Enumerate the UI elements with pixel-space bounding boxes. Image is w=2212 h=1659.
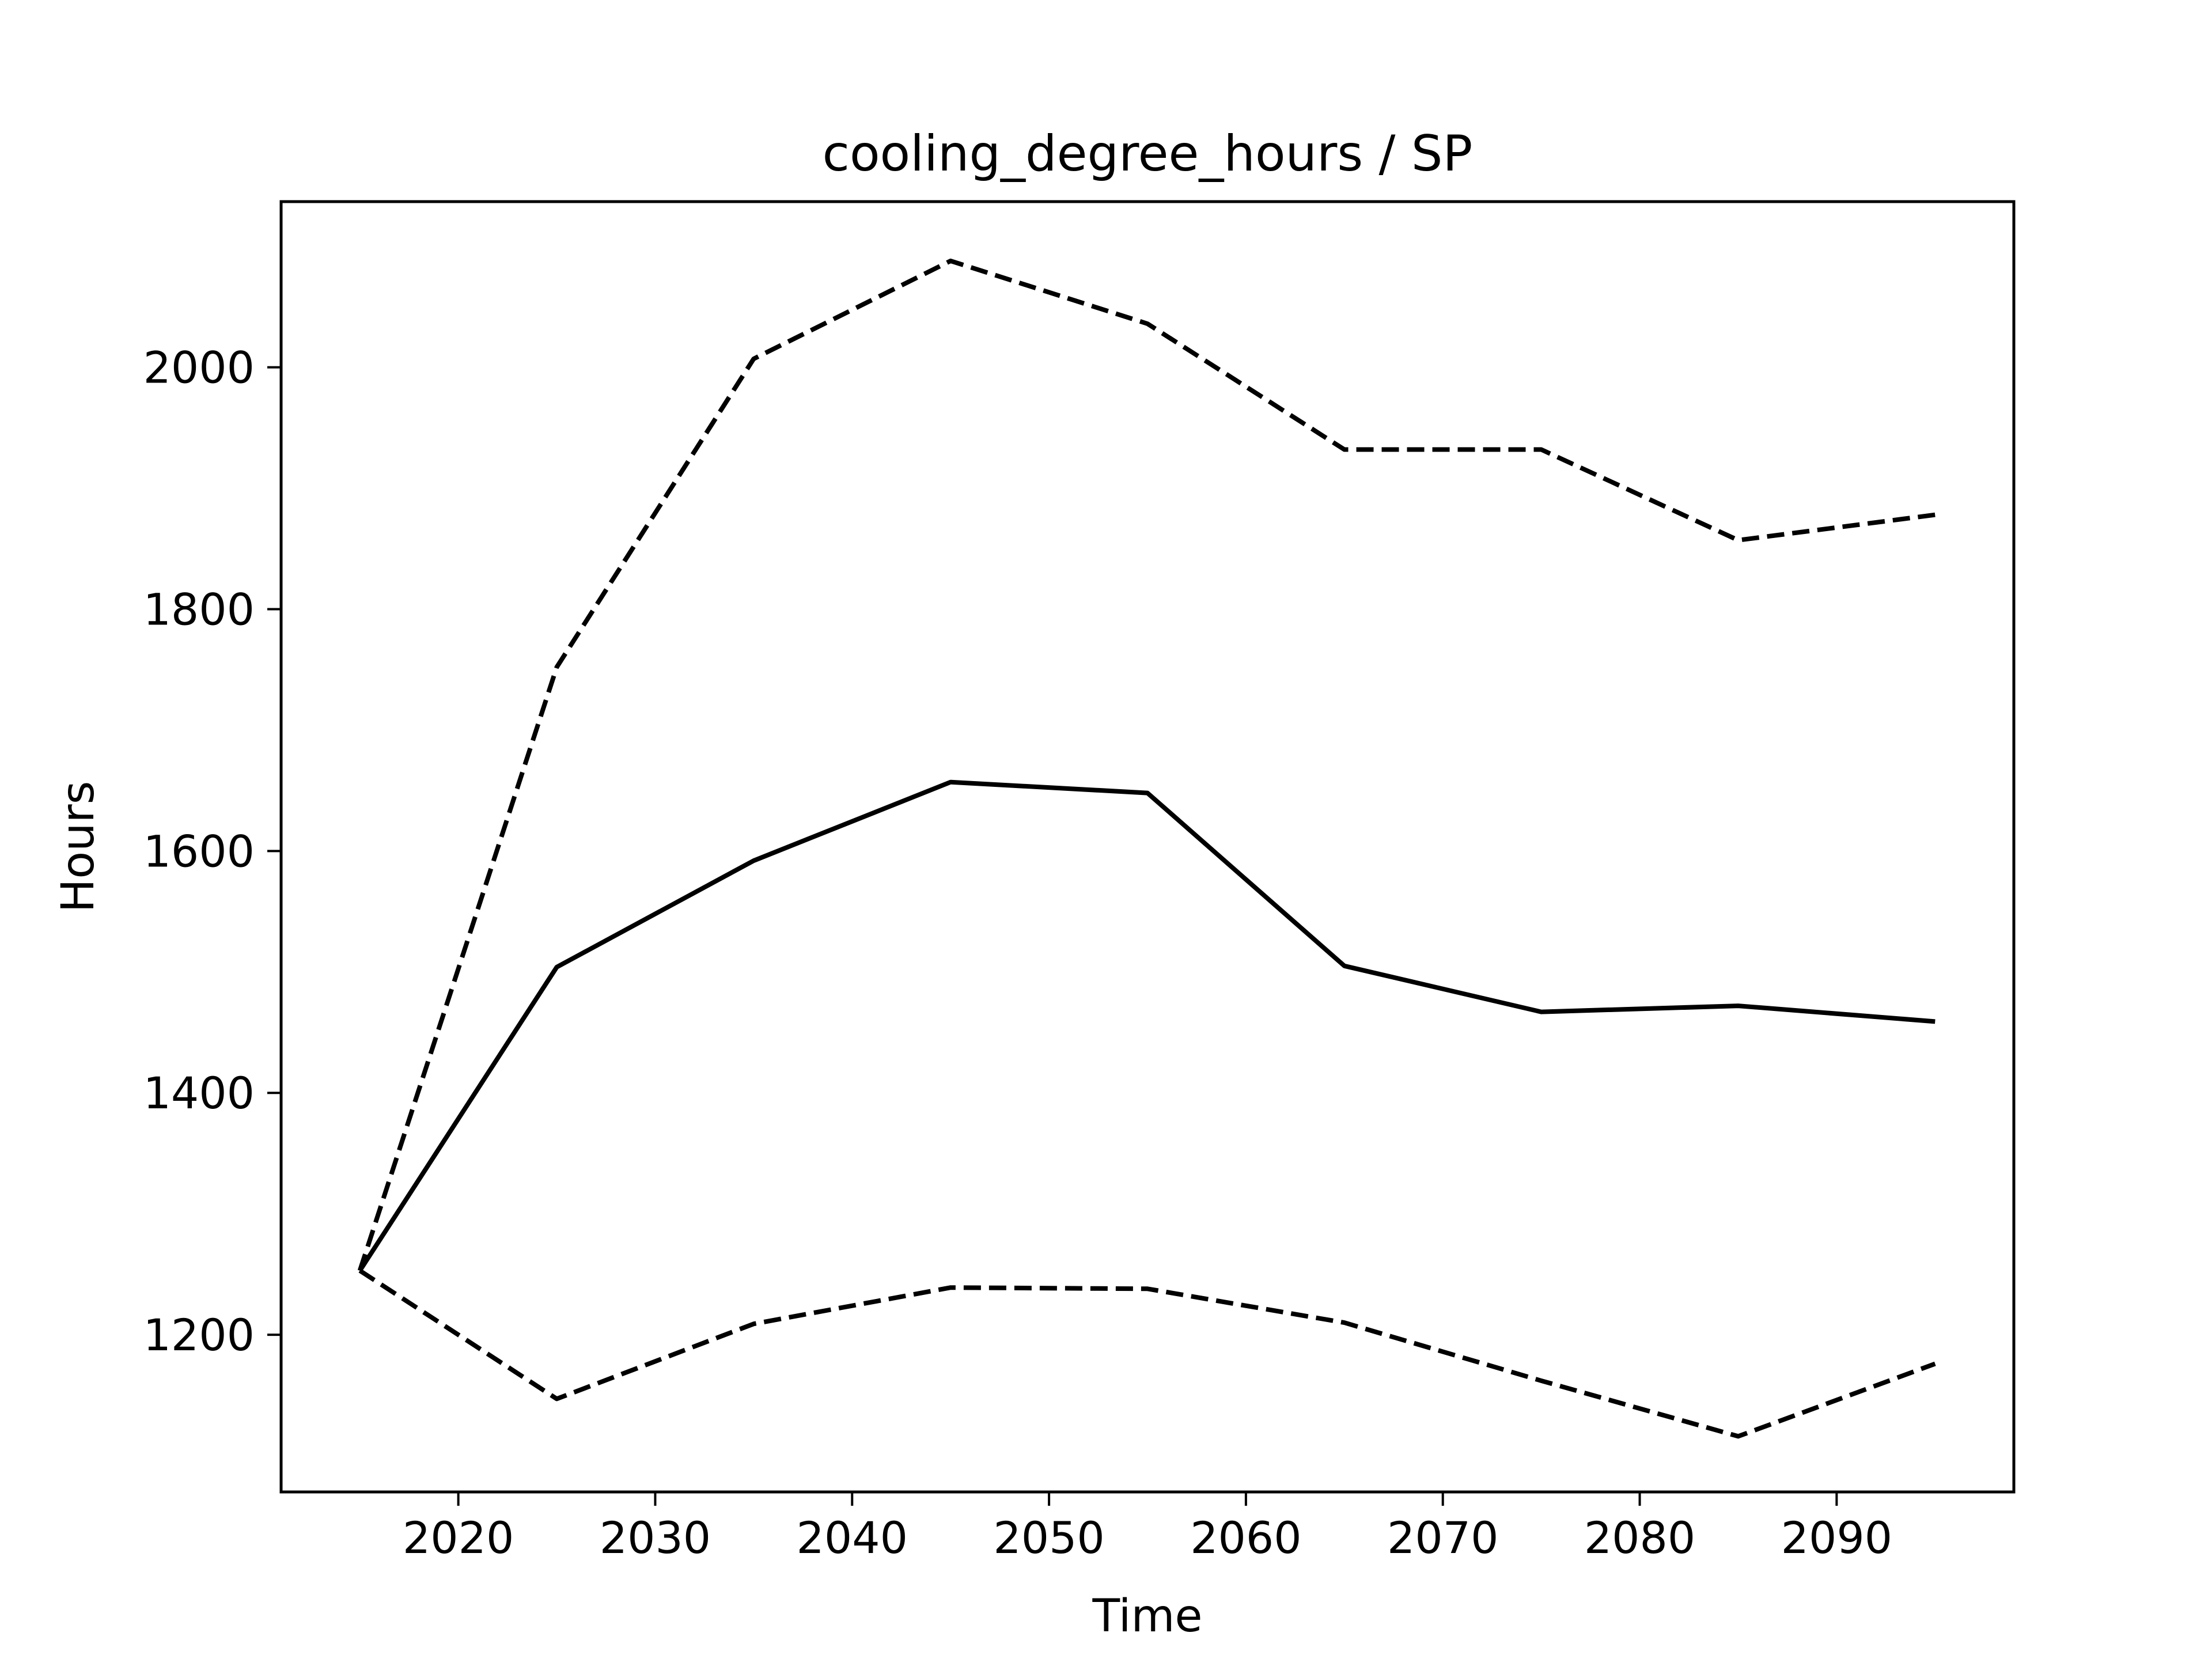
x-tick-label: 2070 (1387, 1512, 1498, 1563)
x-axis-ticks: 2020 2030 2040 2050 2060 2070 2080 2090 (403, 1492, 1892, 1563)
x-tick-label: 2080 (1584, 1512, 1695, 1563)
y-tick-label: 1400 (143, 1067, 255, 1119)
y-tick-label: 1200 (143, 1309, 255, 1361)
y-tick-label: 1600 (143, 825, 255, 877)
chart-title: cooling_degree_hours / SP (823, 125, 1473, 183)
x-tick-label: 2020 (403, 1512, 514, 1563)
x-tick-label: 2050 (993, 1512, 1104, 1563)
series-line-2-solid (358, 779, 1936, 1272)
y-axis-ticks: 1200 1400 1600 1800 2000 (143, 342, 281, 1361)
y-tick-label: 2000 (143, 342, 255, 393)
x-tick-label: 2090 (1781, 1512, 1892, 1563)
x-tick-label: 2060 (1190, 1512, 1301, 1563)
y-axis-label: Hours (52, 781, 104, 913)
series-line-1-dashed (357, 258, 1936, 1272)
x-tick-label: 2040 (797, 1512, 908, 1563)
x-tick-label: 2030 (600, 1512, 711, 1563)
series-layer (357, 258, 1936, 1439)
series-line-3-dashed (358, 1268, 1936, 1439)
y-tick-label: 1800 (143, 584, 255, 635)
x-axis-label: Time (1092, 1590, 1203, 1642)
plot-frame (279, 200, 2016, 1494)
